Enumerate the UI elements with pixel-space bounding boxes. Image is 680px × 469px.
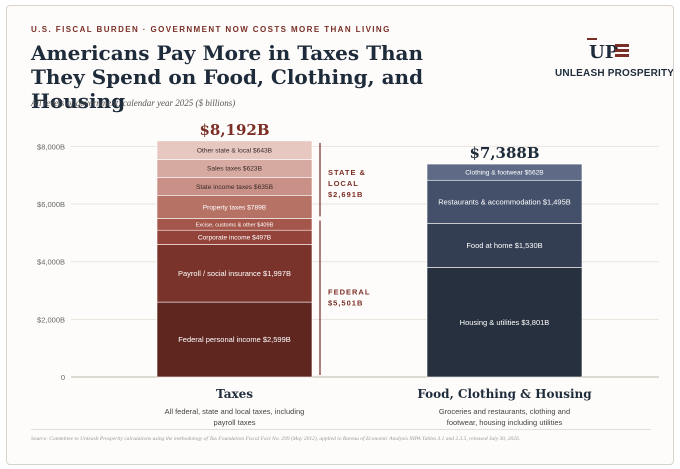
bracket-label: $2,691B xyxy=(328,190,363,199)
bar-segment xyxy=(426,163,583,181)
segment-label: Restaurants & accommodation $1,495B xyxy=(438,197,571,206)
y-tick-label: $8,000B xyxy=(37,142,65,151)
chart-card: U.S. FISCAL BURDEN · GOVERNMENT NOW COST… xyxy=(6,5,674,465)
bar-segment xyxy=(426,223,583,268)
title-line-2: They Spend on Food, Clothing, and Housin… xyxy=(31,65,424,113)
source-note: Source: Committee to Unleash Prosperity … xyxy=(31,436,521,442)
bar-total-label: $8,192B xyxy=(199,121,269,139)
segment-label: Clothing & footwear $562B xyxy=(465,169,544,176)
category-title-living: Food, Clothing & Housing xyxy=(417,387,592,401)
kicker: U.S. FISCAL BURDEN · GOVERNMENT NOW COST… xyxy=(31,25,391,34)
segment-label: Housing & utilities $3,801B xyxy=(460,318,550,327)
chart-title: Americans Pay More in Taxes Than They Sp… xyxy=(31,41,511,113)
y-tick-label: $2,000B xyxy=(37,315,65,324)
bar-segment xyxy=(156,244,313,303)
bracket-label: LOCAL xyxy=(328,179,359,188)
segment-label: Payroll / social insurance $1,997B xyxy=(178,269,291,278)
bar-segment xyxy=(426,179,583,224)
bar-total-label: $7,388B xyxy=(469,144,539,162)
bracket-label: STATE & xyxy=(328,168,366,177)
segment-label: Food at home $1,530B xyxy=(466,241,542,250)
stacked-bar-chart: 0 $2,000B $4,000B $6,000B $8,000B Federal per… xyxy=(37,121,659,382)
footer-divider xyxy=(31,429,651,430)
logo-mark-text: UP xyxy=(589,42,619,63)
title-line-1: Americans Pay More in Taxes Than xyxy=(31,41,424,65)
category-title-taxes: Taxes xyxy=(215,387,254,401)
segment-label: Excise, customs & other $409B xyxy=(196,222,274,228)
segment-label: Other state & local $643B xyxy=(197,147,273,154)
chart-subtitle: All levels of government, calendar year … xyxy=(31,98,236,108)
category-description-taxes: All federal, state and local taxes, incl… xyxy=(164,407,305,427)
y-tick-label: 0 xyxy=(61,373,65,382)
bar-segment xyxy=(156,301,313,378)
y-tick-label: $4,000B xyxy=(37,258,65,267)
bracket-label: FEDERAL xyxy=(328,287,370,296)
segment-label: Federal personal income $2,599B xyxy=(178,335,291,344)
logo-text: UNLEASH PROSPERITY xyxy=(555,68,674,79)
segment-label: State income taxes $635B xyxy=(196,184,274,191)
category-description-living: Groceries and restaurants, clothing and … xyxy=(438,407,571,427)
segment-label: Sales taxes $623B xyxy=(207,166,263,173)
y-tick-label: $6,000B xyxy=(37,200,65,209)
logo: UP UNLEASH PROSPERITY xyxy=(555,36,674,86)
bar-segment xyxy=(426,267,583,378)
bracket-label: $5,501B xyxy=(328,298,363,307)
bar-segment xyxy=(156,140,313,160)
segment-label: Corporate income $497B xyxy=(198,235,272,242)
flag-stripes-icon: UP xyxy=(587,38,629,63)
segment-label: Property taxes $789B xyxy=(203,204,267,211)
